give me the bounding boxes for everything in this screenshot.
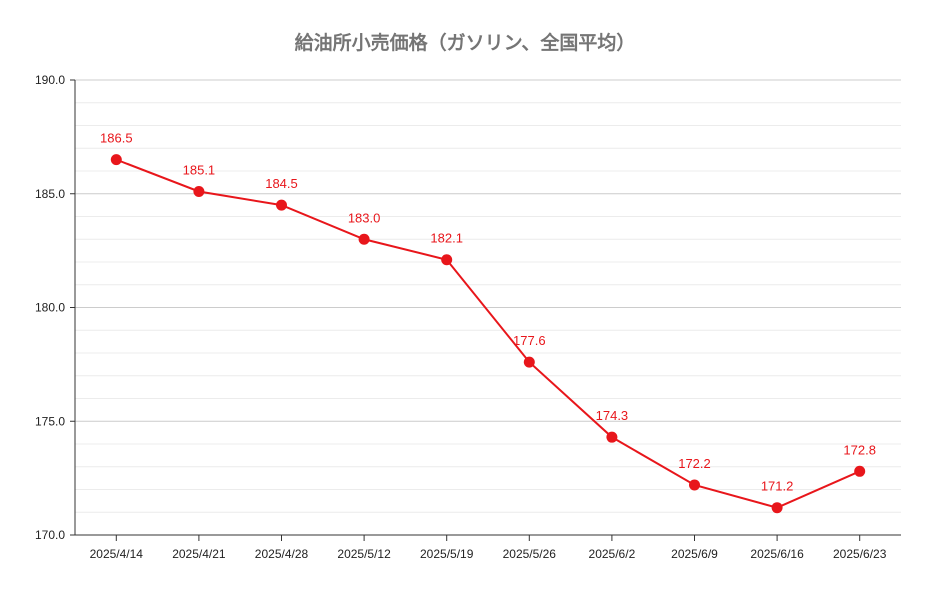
data-label: 172.8 (843, 442, 876, 457)
data-point (854, 465, 866, 477)
x-tick-label: 2025/6/16 (750, 547, 804, 561)
data-label: 185.1 (183, 162, 216, 177)
chart-title: 給油所小売価格（ガソリン、全国平均） (295, 31, 636, 54)
x-tick-label: 2025/6/2 (589, 547, 636, 561)
data-label: 171.2 (761, 479, 794, 494)
series-price (110, 154, 866, 514)
y-axis-ticks: 170.0 175.0 180.0 185.0 190.0 (35, 73, 75, 542)
y-tick-label: 185.0 (35, 187, 65, 201)
y-tick-label: 170.0 (35, 528, 65, 542)
data-label: 182.1 (430, 231, 463, 246)
x-tick-label: 2025/6/9 (671, 547, 718, 561)
data-label: 184.5 (265, 176, 298, 191)
y-tick-label: 175.0 (35, 414, 65, 428)
data-label: 177.6 (513, 333, 546, 348)
data-point (771, 502, 783, 514)
data-point (606, 431, 618, 443)
data-label: 172.2 (678, 456, 711, 471)
data-point (276, 199, 287, 211)
data-point (193, 185, 205, 197)
x-tick-label: 2025/5/26 (503, 547, 557, 561)
grid-lines (75, 79, 901, 513)
data-point (441, 254, 453, 266)
data-label: 186.5 (100, 131, 133, 146)
data-label: 174.3 (596, 408, 629, 423)
data-point (689, 479, 700, 491)
data-labels: 186.5 185.1 184.5 183.0 182.1 177.6 174.3 172.2… (100, 131, 876, 494)
data-label: 183.0 (348, 210, 381, 225)
data-point (358, 233, 370, 245)
series-line (115, 158, 861, 509)
x-tick-label: 2025/6/23 (833, 547, 887, 561)
x-tick-label: 2025/4/14 (90, 547, 144, 561)
data-point (110, 154, 122, 166)
x-tick-label: 2025/5/12 (337, 547, 391, 561)
x-tick-label: 2025/4/21 (172, 547, 226, 561)
y-tick-label: 180.0 (35, 301, 65, 315)
y-tick-label: 190.0 (35, 73, 65, 87)
x-axis-ticks: 2025/4/14 2025/4/21 2025/4/28 2025/5/12 2025… (90, 535, 887, 561)
x-tick-label: 2025/5/19 (420, 547, 474, 561)
data-point (523, 356, 535, 368)
x-tick-label: 2025/4/28 (255, 547, 309, 561)
